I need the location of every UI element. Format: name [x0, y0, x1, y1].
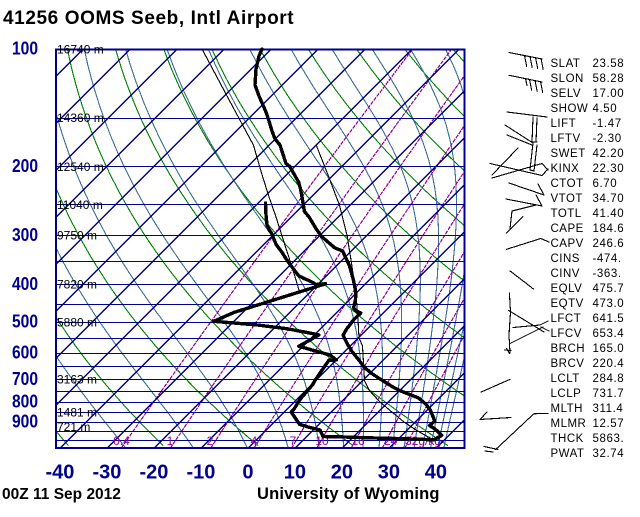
svg-text:0.4: 0.4: [113, 434, 130, 448]
svg-text:11040 m: 11040 m: [57, 198, 103, 212]
svg-text:MLTH: MLTH: [551, 403, 583, 415]
svg-text:1: 1: [167, 434, 174, 448]
svg-text:BRCV: BRCV: [551, 358, 585, 370]
svg-text:EQLV: EQLV: [551, 283, 583, 295]
svg-text:-1.47: -1.47: [593, 118, 622, 130]
svg-text:200: 200: [12, 156, 38, 176]
svg-text:16740 m: 16740 m: [57, 42, 104, 56]
svg-text:32.74: 32.74: [593, 448, 625, 460]
svg-text:3163 m: 3163 m: [57, 373, 97, 387]
svg-text:-363.: -363.: [593, 268, 622, 280]
svg-text:CAPV: CAPV: [551, 238, 584, 250]
svg-text:EQTV: EQTV: [551, 298, 584, 310]
svg-text:BRCH: BRCH: [551, 343, 586, 355]
svg-text:SHOW: SHOW: [551, 103, 589, 115]
svg-text:12.57: 12.57: [593, 418, 625, 430]
svg-text:7820 m: 7820 m: [57, 278, 97, 292]
svg-text:4.50: 4.50: [593, 103, 618, 115]
svg-text:473.0: 473.0: [593, 298, 625, 310]
svg-text:14360 m: 14360 m: [57, 111, 104, 125]
svg-text:LFTV: LFTV: [551, 133, 581, 145]
svg-text:653.4: 653.4: [593, 328, 625, 340]
svg-text:CINS: CINS: [551, 253, 580, 265]
svg-text:2: 2: [207, 434, 214, 448]
svg-text:VTOT: VTOT: [551, 193, 583, 205]
svg-text:731.7: 731.7: [593, 388, 625, 400]
svg-text:311.4: 311.4: [593, 403, 624, 415]
svg-text:600: 600: [12, 343, 38, 363]
svg-text:12540 m: 12540 m: [57, 160, 104, 174]
svg-text:SELV: SELV: [551, 88, 582, 100]
svg-text:MLMR: MLMR: [551, 418, 587, 430]
svg-text:LCLT: LCLT: [551, 373, 580, 385]
svg-text:40: 40: [425, 462, 447, 484]
svg-text:LFCT: LFCT: [551, 313, 582, 325]
svg-text:58.28: 58.28: [593, 73, 625, 85]
svg-text:22.30: 22.30: [593, 163, 625, 175]
svg-text:LIFT: LIFT: [551, 118, 577, 130]
svg-text:1481 m: 1481 m: [57, 406, 97, 420]
svg-text:475.7: 475.7: [593, 283, 625, 295]
svg-text:23.58: 23.58: [593, 58, 625, 70]
svg-text:CAPE: CAPE: [551, 223, 584, 235]
svg-text:PWAT: PWAT: [551, 448, 585, 460]
svg-text:220.4: 220.4: [593, 358, 625, 370]
svg-text:LCLP: LCLP: [551, 388, 582, 400]
svg-text:5863.: 5863.: [593, 433, 625, 445]
svg-text:800: 800: [12, 392, 38, 412]
svg-text:165.0: 165.0: [593, 343, 625, 355]
svg-text:284.8: 284.8: [593, 373, 625, 385]
svg-text:700: 700: [12, 369, 38, 389]
svg-text:-40: -40: [45, 462, 74, 484]
svg-text:400: 400: [12, 274, 38, 294]
svg-text:-30: -30: [92, 462, 121, 484]
svg-text:41.40: 41.40: [593, 208, 625, 220]
svg-text:300: 300: [12, 225, 38, 245]
svg-text:-20: -20: [139, 462, 168, 484]
svg-text:500: 500: [12, 312, 38, 332]
svg-text:7: 7: [290, 434, 297, 448]
svg-text:246.6: 246.6: [593, 238, 625, 250]
svg-text:University of Wyoming: University of Wyoming: [257, 485, 440, 503]
svg-text:CTOT: CTOT: [551, 178, 584, 190]
svg-text:721 m: 721 m: [57, 420, 90, 434]
svg-text:20: 20: [331, 462, 353, 484]
svg-text:17.00: 17.00: [593, 88, 625, 100]
svg-text:10: 10: [284, 462, 306, 484]
svg-text:641.5: 641.5: [593, 313, 625, 325]
svg-text:THCK: THCK: [551, 433, 584, 445]
svg-text:CINV: CINV: [551, 268, 580, 280]
svg-text:6.70: 6.70: [593, 178, 618, 190]
svg-text:LFCV: LFCV: [551, 328, 582, 340]
svg-text:41256 OOMS Seeb, Intl Airport: 41256 OOMS Seeb, Intl Airport: [3, 8, 294, 29]
svg-text:0: 0: [242, 462, 253, 484]
svg-text:184.6: 184.6: [593, 223, 625, 235]
svg-text:100: 100: [12, 39, 38, 59]
svg-text:-10: -10: [186, 462, 215, 484]
svg-text:900: 900: [12, 412, 38, 432]
svg-text:SLON: SLON: [551, 73, 584, 85]
svg-text:5880 m: 5880 m: [57, 315, 97, 329]
svg-text:24: 24: [384, 434, 398, 448]
svg-text:4: 4: [251, 434, 258, 448]
svg-text:34.70: 34.70: [593, 193, 625, 205]
svg-text:KINX: KINX: [551, 163, 580, 175]
svg-text:TOTL: TOTL: [551, 208, 582, 220]
svg-text:00Z 11 Sep 2012: 00Z 11 Sep 2012: [2, 486, 121, 503]
svg-text:SWET: SWET: [551, 148, 586, 160]
svg-text:-474.: -474.: [593, 253, 622, 265]
svg-text:9750 m: 9750 m: [57, 229, 97, 243]
svg-text:42.20: 42.20: [593, 148, 625, 160]
svg-text:SLAT: SLAT: [551, 58, 581, 70]
svg-text:-2.30: -2.30: [593, 133, 622, 145]
svg-text:30: 30: [378, 462, 400, 484]
